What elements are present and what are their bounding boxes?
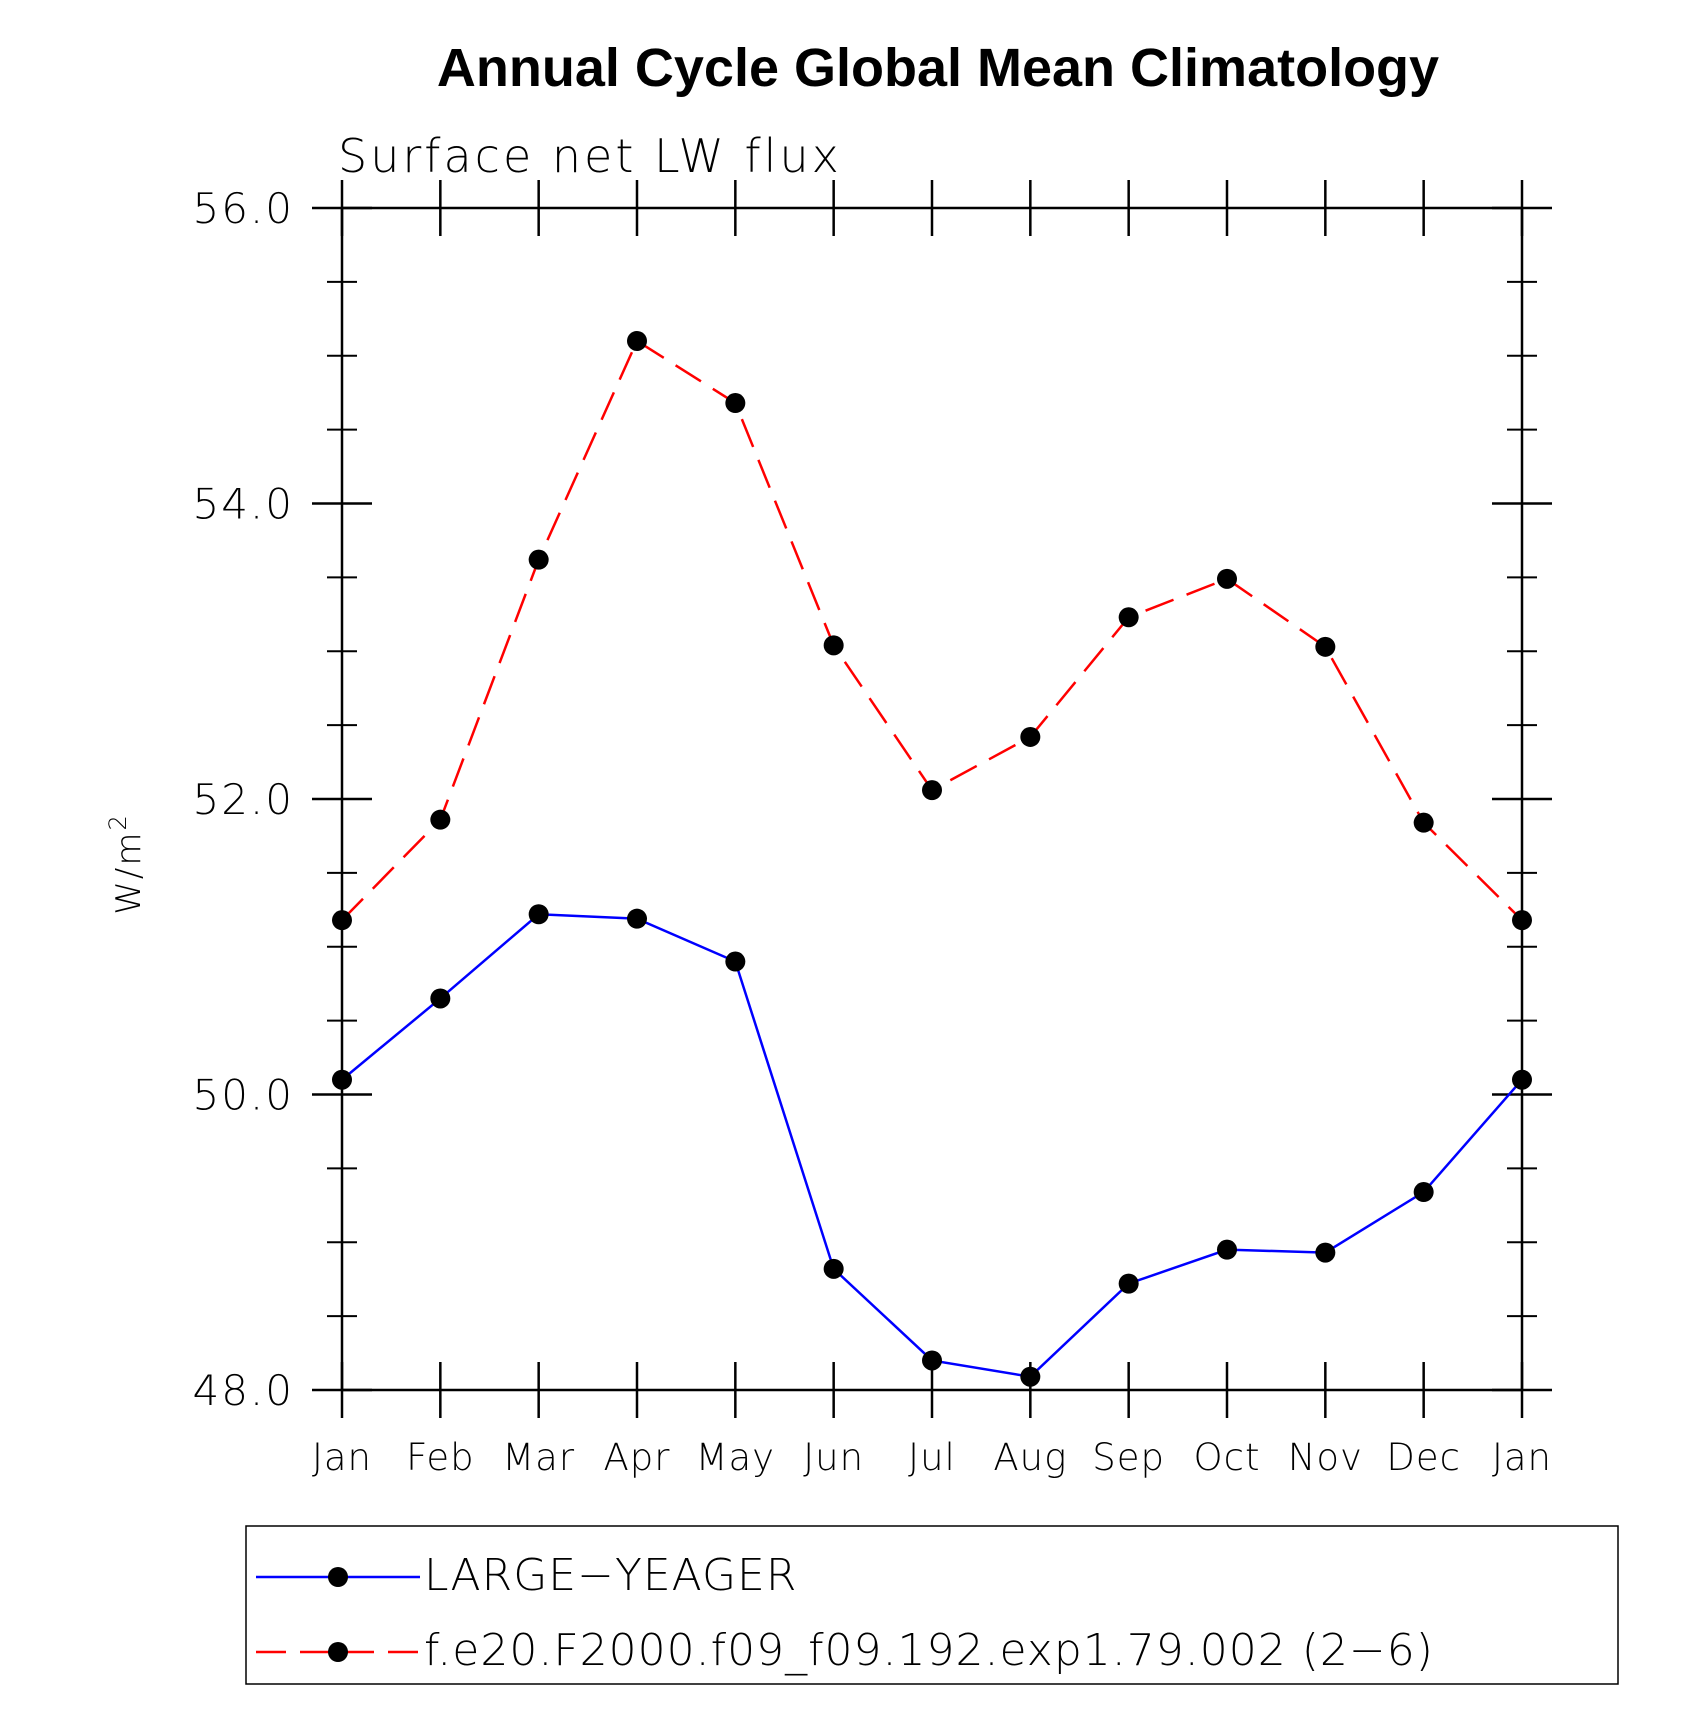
legend-label-series-0: LARGE−YEAGER <box>424 1550 797 1601</box>
series-0-point <box>1413 1182 1434 1203</box>
series-0-point <box>528 904 549 925</box>
series-1-point <box>1413 812 1434 833</box>
series-0-point <box>1020 1366 1041 1387</box>
series-0-point <box>1512 1069 1532 1090</box>
series-1-point <box>332 910 352 931</box>
series-1-point <box>627 330 647 351</box>
x-tick-label: Apr <box>603 1436 670 1479</box>
x-tick-label: Feb <box>406 1436 475 1479</box>
x-tick-label: Mar <box>502 1436 575 1479</box>
axes-layer: Jan Feb Mar Apr May Jun Jul Aug Sep Oct Nov Dec Jan 4… <box>192 180 1552 1479</box>
series-layer <box>332 330 1532 1387</box>
chart-title: Annual Cycle Global Mean Climatology <box>437 38 1439 98</box>
series-0-point <box>1217 1239 1237 1260</box>
y-tick-label: 56.0 <box>192 184 294 233</box>
y-tick-label: 48.0 <box>192 1366 294 1415</box>
series-0-point <box>627 908 647 929</box>
series-1-point <box>1315 636 1336 657</box>
series-1-point <box>1020 726 1041 747</box>
series-1-point <box>725 393 746 414</box>
series-0-point <box>725 951 746 972</box>
series-0-point <box>332 1069 352 1090</box>
x-tick-label: Jan <box>312 1436 372 1479</box>
y-tick-label: 50.0 <box>192 1071 294 1120</box>
series-1-point <box>1217 568 1237 589</box>
legend-marker-series-1 <box>328 1642 348 1662</box>
series-0-point <box>922 1350 942 1371</box>
x-tick-label: Jul <box>908 1436 956 1479</box>
series-1-point <box>823 635 844 656</box>
x-tick-label: Oct <box>1194 1436 1261 1479</box>
y-axis-label-base: W/m <box>109 831 149 915</box>
y-axis-label-superscript: 2 <box>104 813 132 830</box>
y-tick-label: 52.0 <box>192 775 294 824</box>
svg-text:W/m2: W/m2 <box>104 813 149 914</box>
legend-label-series-1: f.e20.F2000.f09_f09.192.exp1.79.002 (2−6… <box>424 1625 1434 1676</box>
series-0-point <box>1118 1273 1139 1294</box>
x-tick-label: Jun <box>803 1436 864 1479</box>
series-0-point <box>1315 1242 1336 1263</box>
y-tick-label: 54.0 <box>192 480 294 529</box>
legend: LARGE−YEAGER f.e20.F2000.f09_f09.192.exp… <box>245 1525 1619 1685</box>
series-0-point <box>823 1258 844 1279</box>
series-1-point <box>430 809 451 830</box>
series-1-point <box>1512 910 1532 931</box>
x-tick-label: Sep <box>1092 1436 1165 1479</box>
legend-marker-series-0 <box>328 1567 348 1587</box>
y-axis-label: W/m2 <box>104 813 149 914</box>
x-tick-label: May <box>696 1436 776 1479</box>
x-tick-label: Dec <box>1386 1436 1461 1479</box>
x-tick-label: Nov <box>1288 1436 1363 1479</box>
chart-subtitle: Surface net LW flux <box>338 129 842 183</box>
series-0-point <box>430 988 451 1009</box>
x-tick-label: Jan <box>1492 1436 1552 1479</box>
series-1-point <box>528 549 549 570</box>
legend-box <box>245 1525 1619 1685</box>
series-1-point <box>922 780 942 801</box>
x-tick-label: Aug <box>993 1436 1067 1479</box>
series-0-line <box>341 912 1523 1379</box>
series-1-point <box>1118 607 1139 628</box>
series-1-line <box>341 339 1523 922</box>
